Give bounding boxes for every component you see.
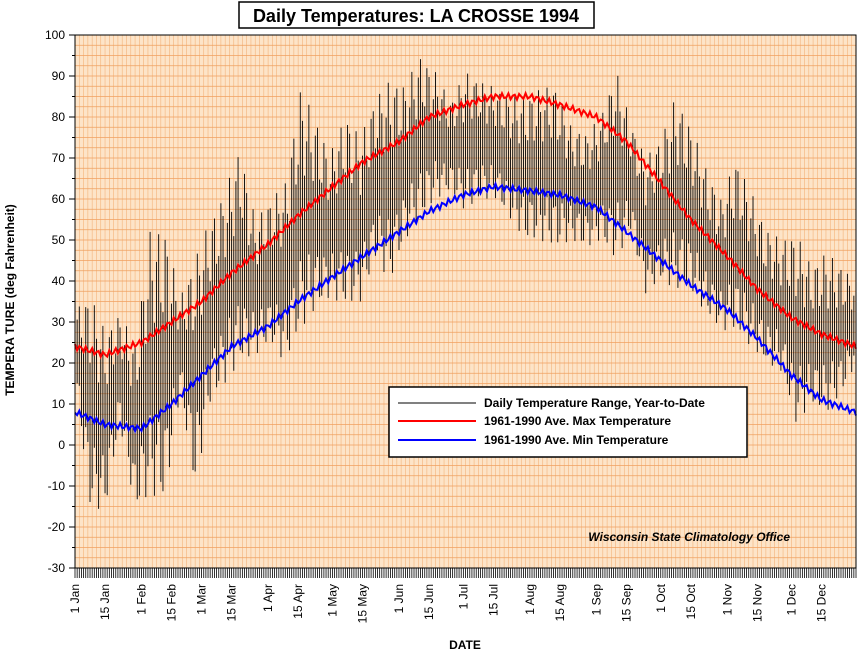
x-tick-label: 1 May (326, 584, 340, 617)
legend-label-max: 1961-1990 Ave. Max Temperature (484, 414, 671, 428)
x-tick-label: 15 Jun (422, 584, 436, 620)
x-tick-label: 1 Jul (456, 584, 470, 609)
y-axis-label: TEMPERA TURE (deg Fahrenheit) (3, 204, 17, 396)
x-tick-label: 1 Oct (654, 583, 668, 612)
x-tick-label: 15 Jan (98, 584, 112, 620)
y-tick-label: 0 (58, 438, 65, 452)
legend-box (388, 386, 748, 458)
x-tick-label: 1 Jan (68, 584, 82, 613)
legend-label-range: Daily Temperature Range, Year-to-Date (484, 396, 705, 410)
x-tick-label: 1 Apr (261, 584, 275, 612)
x-tick-label: 1 Mar (195, 584, 209, 615)
x-tick-label: 15 Apr (291, 584, 305, 619)
x-tick-label: 15 Jul (486, 584, 500, 616)
avg-max-line (74, 90, 857, 360)
x-tick-label: 1 Dec (785, 584, 799, 615)
x-tick-label: 1 Aug (523, 584, 537, 615)
x-tick-label: 1 Feb (135, 584, 149, 615)
x-axis: 1 Jan 15 Jan 1 Feb 15 Feb 1 Mar 15 Mar 1 Apr 15… (68, 567, 857, 623)
x-tick-label: 15 Aug (553, 584, 567, 621)
chart-title: Daily Temperatures: LA CROSSE 1994 (253, 6, 579, 26)
range-series (74, 59, 857, 509)
title-box (238, 1, 595, 29)
x-axis-label: DATE (449, 638, 481, 652)
y-tick-label: -20 (48, 520, 66, 534)
avg-min-line (74, 181, 857, 434)
x-tick-label: 1 Sep (589, 584, 603, 616)
y-tick-label: 50 (52, 233, 66, 247)
legend: Daily Temperature Range, Year-to-Date 19… (388, 386, 748, 458)
legend-label-min: 1961-1990 Ave. Min Temperature (484, 433, 669, 447)
y-axis: -30 -20 -10 0 10 20 30 40 50 60 70 80 90 100 (45, 28, 76, 575)
y-tick-label: 40 (52, 274, 66, 288)
x-tick-label: 15 Mar (225, 584, 239, 621)
y-tick-label: -10 (48, 479, 66, 493)
credit-annotation: Wisconsin State Climatology Office (588, 530, 790, 544)
x-tick-label: 15 Nov (750, 584, 764, 622)
x-tick-label: 15 Sep (619, 584, 633, 622)
y-tick-label: 10 (52, 397, 66, 411)
y-tick-label: 80 (52, 110, 66, 124)
y-tick-label: 30 (52, 315, 66, 329)
y-tick-label: 20 (52, 356, 66, 370)
x-tick-label: 1 Jun (392, 584, 406, 613)
x-tick-label: 15 Dec (815, 584, 829, 622)
y-tick-label: -30 (48, 561, 66, 575)
x-tick-label: 15 May (356, 584, 370, 623)
x-tick-label: 1 Nov (720, 584, 734, 615)
x-tick-label: 15 Oct (684, 583, 698, 619)
y-tick-label: 90 (52, 69, 66, 83)
y-tick-label: 60 (52, 192, 66, 206)
average-lines (74, 90, 857, 434)
y-tick-label: 100 (45, 28, 65, 42)
x-tick-label: 15 Feb (165, 584, 179, 622)
y-tick-label: 70 (52, 151, 66, 165)
